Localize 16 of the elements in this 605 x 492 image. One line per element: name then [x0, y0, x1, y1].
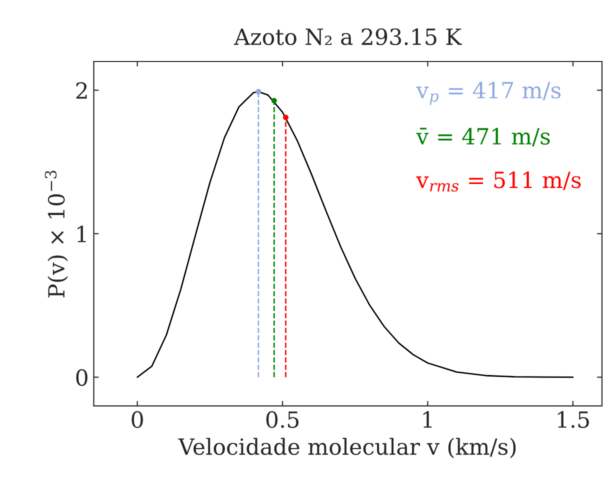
point [271, 98, 277, 104]
point [282, 114, 289, 120]
text: v̄ = 471 m/s [416, 128, 550, 146]
y-tick-label: 1 [77, 226, 86, 242]
text: v$_{p}$ = 417 m/s [416, 82, 561, 105]
chart-title: Azoto N₂ a 293.15 K [234, 28, 462, 46]
x-tick-label: 1 [423, 411, 432, 428]
y-tick-label: 0 [76, 369, 88, 386]
x-axis-title: Velocidade molecular v (km/s) [178, 438, 516, 458]
y-axis-title: P(v) × 10$^{−3}$ [44, 170, 68, 298]
x-tick-label: 0.5 [266, 411, 298, 428]
point [256, 88, 262, 94]
x-tick-label: 0 [132, 411, 143, 428]
x-tick-label: 1.5 [558, 411, 589, 428]
text: v$_{rms}$ = 511 m/s [416, 171, 581, 192]
y-tick-label: 2 [76, 82, 87, 99]
